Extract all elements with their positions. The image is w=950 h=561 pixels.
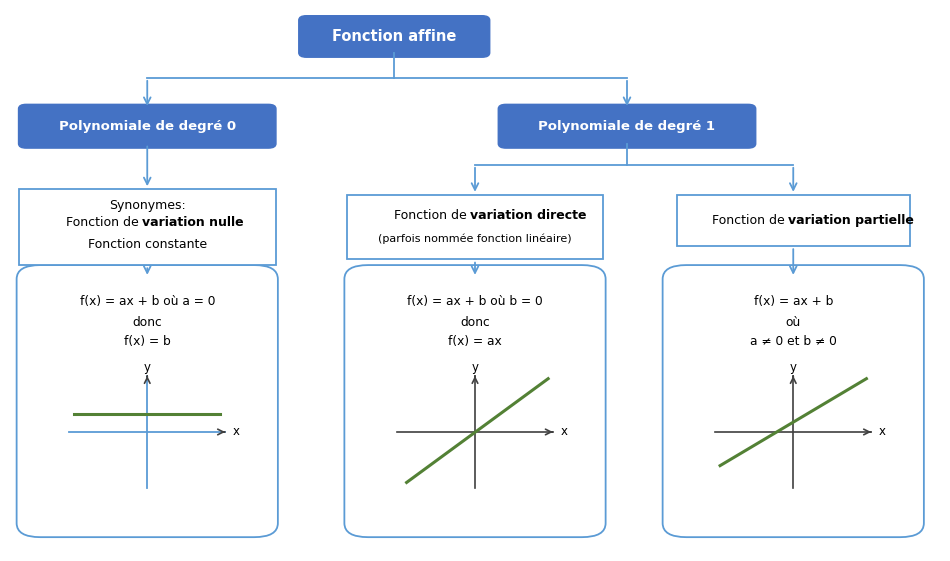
Text: donc: donc xyxy=(460,316,490,329)
FancyBboxPatch shape xyxy=(498,104,756,148)
Text: x: x xyxy=(560,425,568,439)
Text: où: où xyxy=(786,316,801,329)
FancyBboxPatch shape xyxy=(347,195,603,260)
Text: Fonction de: Fonction de xyxy=(66,216,142,229)
Text: Fonction constante: Fonction constante xyxy=(87,237,207,251)
Text: Polynomiale de degré 1: Polynomiale de degré 1 xyxy=(539,119,715,133)
Text: f(x) = b: f(x) = b xyxy=(124,335,171,348)
FancyBboxPatch shape xyxy=(344,265,606,537)
Text: donc: donc xyxy=(132,316,162,329)
Text: x: x xyxy=(233,425,240,439)
FancyBboxPatch shape xyxy=(676,195,909,246)
FancyBboxPatch shape xyxy=(16,265,278,537)
FancyBboxPatch shape xyxy=(662,265,923,537)
Text: Fonction de: Fonction de xyxy=(712,214,788,227)
Text: x: x xyxy=(879,425,886,439)
Text: f(x) = ax + b: f(x) = ax + b xyxy=(753,295,833,308)
Text: variation nulle: variation nulle xyxy=(142,216,244,229)
Text: variation partielle: variation partielle xyxy=(788,214,914,227)
Text: Polynomiale de degré 0: Polynomiale de degré 0 xyxy=(59,119,236,133)
Text: y: y xyxy=(789,361,797,374)
Text: a ≠ 0 et b ≠ 0: a ≠ 0 et b ≠ 0 xyxy=(750,335,837,348)
FancyBboxPatch shape xyxy=(298,16,490,57)
Text: y: y xyxy=(143,361,151,374)
Text: f(x) = ax + b où b = 0: f(x) = ax + b où b = 0 xyxy=(408,295,542,308)
FancyBboxPatch shape xyxy=(19,190,275,265)
Text: variation directe: variation directe xyxy=(470,209,587,223)
Text: y: y xyxy=(471,361,479,374)
Text: Synonymes:: Synonymes: xyxy=(109,199,185,213)
Text: Fonction de: Fonction de xyxy=(393,209,470,223)
Text: (parfois nommée fonction linéaire): (parfois nommée fonction linéaire) xyxy=(378,233,572,243)
Text: Fonction affine: Fonction affine xyxy=(332,29,456,44)
FancyBboxPatch shape xyxy=(18,104,276,148)
Text: f(x) = ax: f(x) = ax xyxy=(448,335,502,348)
Text: f(x) = ax + b où a = 0: f(x) = ax + b où a = 0 xyxy=(80,295,215,308)
